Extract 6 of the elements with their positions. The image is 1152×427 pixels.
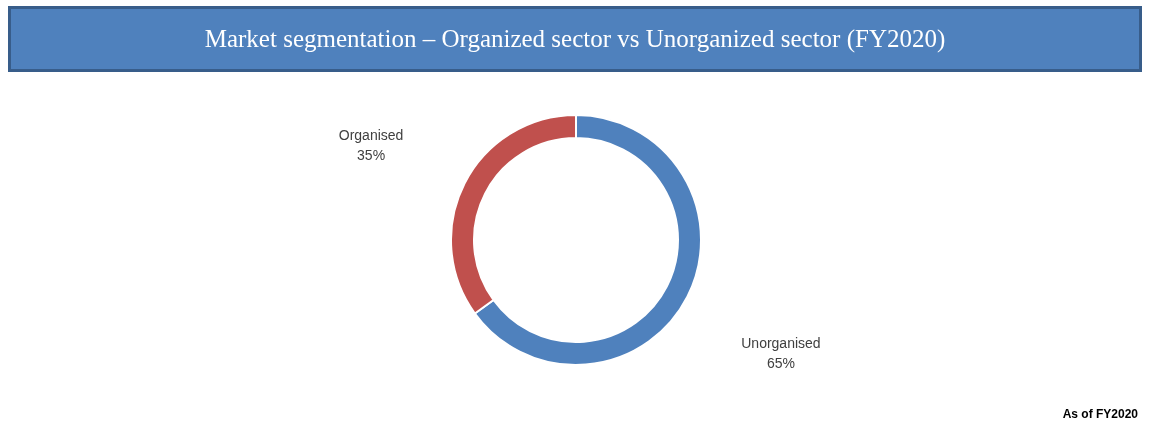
slice-label: Organised <box>338 126 404 143</box>
chart-title: Market segmentation – Organized sector vs Unorganized sector (FY2020) <box>8 6 1142 72</box>
text: As of FY2020 <box>1062 407 1138 421</box>
data-label: 35% <box>357 146 386 163</box>
slice-label: Unorganised <box>741 335 821 352</box>
data-label: 65% <box>766 355 795 372</box>
